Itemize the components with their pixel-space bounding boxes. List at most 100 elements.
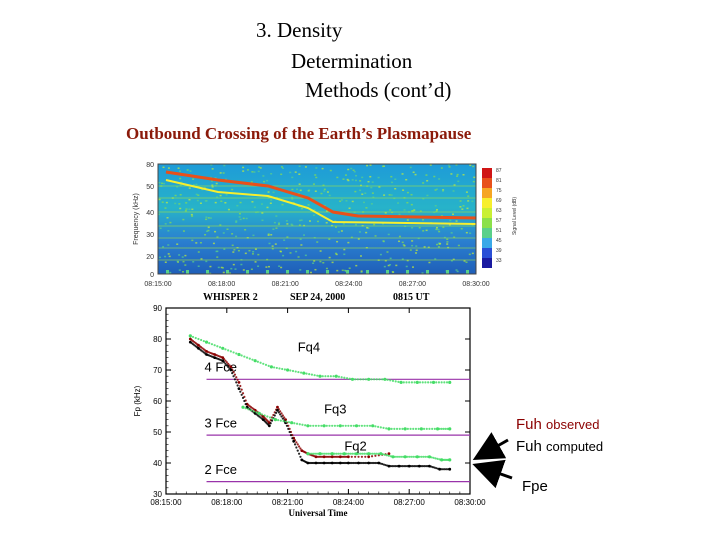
data-point [411,465,414,468]
data-point [409,427,412,430]
spectrogram-trace-lower [165,179,477,225]
data-point [421,465,424,468]
spectrogram-speckle [328,238,331,240]
spectrogram-ytick: 30 [146,232,154,239]
spectrogram-speckle [299,269,302,271]
data-point [358,424,361,427]
colorbar-swatch [482,238,492,248]
data-point [260,413,264,416]
spectrogram-speckle [442,189,445,191]
spectrogram-speckle [397,202,400,204]
spectrogram-speckle [433,175,436,178]
data-point [244,403,247,406]
data-point [405,381,408,384]
spectrogram-speckle [370,203,373,205]
data-point [379,462,382,465]
spectrogram-speckle [363,201,366,204]
data-point [372,378,376,381]
spectrogram-speckle [456,175,459,178]
data-point [224,348,227,351]
spectrogram-speckle [289,171,292,174]
data-point [221,346,225,350]
data-point [418,455,421,458]
spectrogram-speckle [205,200,208,202]
data-point [257,411,261,415]
spectrogram-speckle [164,255,167,258]
spectrogram-speckle [402,244,405,246]
spectrogram-speckle [456,270,459,273]
spectrogram-speckle [398,213,401,216]
data-point [338,424,342,428]
spectrogram-speckle [406,259,409,262]
slide-title-line-3: Methods (cont’d) [305,78,452,102]
spectrogram-speckle [280,266,283,269]
data-point [431,427,434,430]
spectrogram-speckle [179,207,182,210]
data-point [437,381,441,384]
spectrogram-speckle [232,263,235,266]
data-point [429,381,432,384]
spectrogram-speckle [271,245,274,247]
data-point [433,466,436,469]
spectrogram-speckle [312,183,315,185]
spectrogram-speckle [452,213,455,215]
spectrogram-speckle [250,268,253,271]
spectrogram-speckle [214,230,217,233]
data-point [375,378,378,381]
spectrogram-speckle [340,199,343,201]
spectrogram-speckle [185,208,188,210]
data-point [328,424,331,427]
spectrogram-speckle [205,216,208,218]
data-point [440,427,443,430]
data-point [424,465,428,468]
spectrogram-speckle [168,255,171,258]
data-point [331,424,334,427]
spectrogram-speckle [469,164,472,167]
data-point [371,424,375,428]
data-point [375,452,378,455]
spectrogram-speckle [314,268,317,271]
data-point [448,380,452,384]
data-point [360,455,364,458]
spectrogram-speckle [383,194,386,196]
spectrogram-speckle [291,198,294,200]
spectrogram-speckle [252,234,255,237]
spectrogram-speckle [471,252,474,255]
spectrogram-speckle [371,181,374,183]
spectrogram-frame [157,163,477,275]
data-point [305,372,308,375]
data-point [368,424,372,427]
spectrogram-speckle [371,192,374,194]
spectrogram-speckle [315,167,318,169]
data-point [337,452,340,455]
spectrogram-speckle [384,259,387,262]
data-point [354,424,359,428]
spectrogram-speckle [285,220,288,222]
data-point [428,427,431,430]
spectrogram-ytick: 20 [146,254,154,261]
spectrogram-xtick: 08:24:00 [335,281,362,288]
spectrogram-marker [406,270,409,274]
data-point [329,375,332,378]
spectrogram-speckle [221,267,224,269]
spectrogram-speckle [297,256,300,258]
spectrogram-speckle [360,271,363,273]
spectrogram-speckle [309,271,312,274]
spectrogram-speckle [269,202,272,205]
spectrogram-speckle [209,265,212,268]
data-point [354,455,357,458]
data-point [359,461,362,465]
spectrogram-speckle [438,178,441,180]
spectrogram-speckle [465,191,468,193]
data-point [438,467,441,471]
spectrogram-speckle [440,167,443,169]
data-point [448,467,452,471]
spectrogram-speckle [191,239,194,242]
spectrogram-speckle [442,226,445,229]
data-point [308,373,311,376]
data-point [344,424,347,427]
data-point [427,381,430,384]
spectrogram-speckle [182,230,185,232]
colorbar-tick: 63 [496,208,502,214]
data-point [399,465,402,468]
